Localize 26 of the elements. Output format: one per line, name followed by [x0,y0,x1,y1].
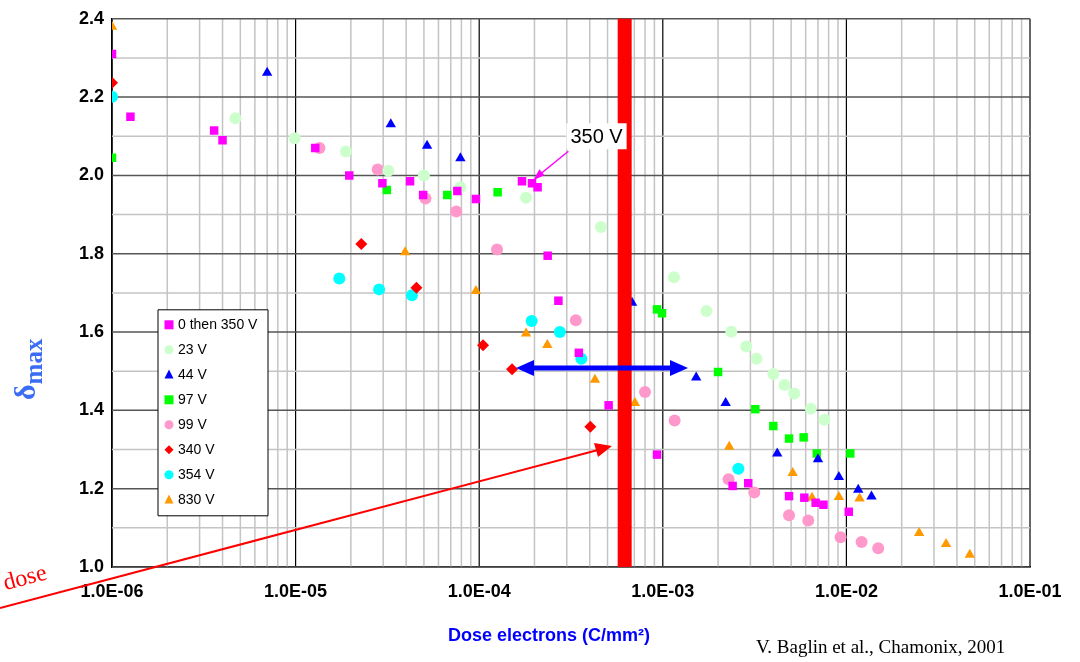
x-tick-label: 1.0E-02 [814,580,878,601]
legend-label: 99 V [178,415,208,432]
x-axis-title: Dose electrons (C/mm²) [448,625,651,646]
legend-label: 354 V [178,465,216,482]
y-tick-label: 1.2 [78,477,104,498]
legend-label: 97 V [178,390,208,407]
annotation: 350 V [570,124,624,147]
legend-label: 830 V [178,490,216,507]
y-tick-label: 2.0 [78,164,104,185]
x-tick-label: 1.0E-05 [264,580,328,601]
legend-label: 340 V [178,440,216,457]
text: dose [0,558,50,597]
x-tick-label: 1.0E-03 [631,580,695,601]
y-tick-label: 1.4 [78,399,104,420]
y-tick-label: 1.0 [78,555,104,576]
y-tick-label: 1.8 [78,242,104,263]
y-tick-label: 1.6 [78,321,104,342]
legend-label: 23 V [178,340,208,357]
y-tick-label: 2.2 [78,86,104,107]
x-tick-label: 1.0E-04 [447,580,511,601]
legend-label: 0 then 350 V [178,315,259,332]
x-tick-label: 1.0E-01 [998,580,1062,601]
legend-label: 44 V [178,365,208,382]
y-tick-label: 2.4 [78,7,104,28]
x-tick-label: 1.0E-06 [80,580,144,601]
text: V. Baglin et al., Chamonix, 2001 [756,636,1006,658]
